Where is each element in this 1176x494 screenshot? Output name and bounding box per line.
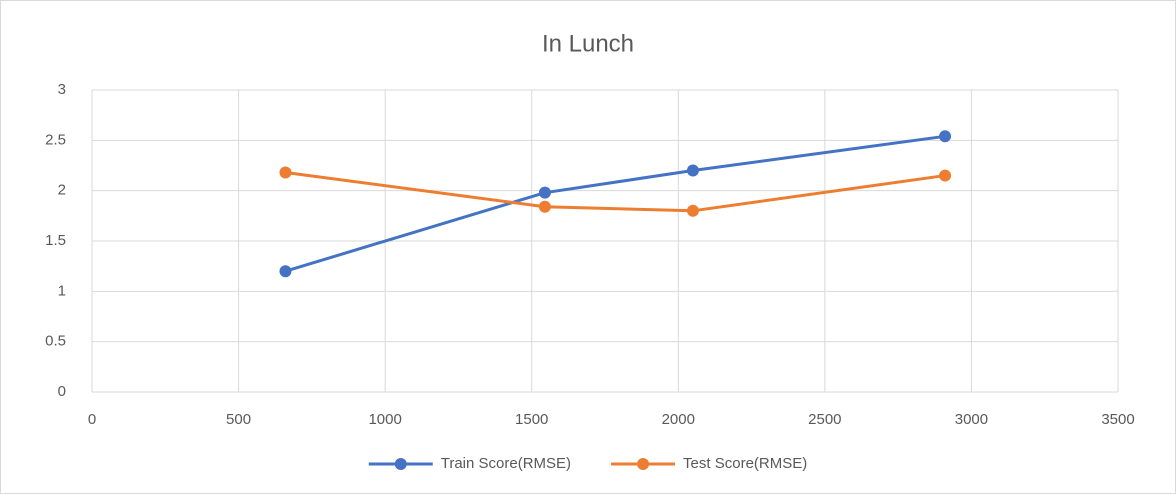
data-point [279, 265, 292, 278]
x-tick-label: 3000 [955, 411, 988, 428]
series-line [285, 134, 946, 273]
legend-label: Train Score(RMSE) [441, 455, 571, 472]
x-tick-label: 0 [88, 411, 96, 428]
legend-marker [637, 458, 650, 470]
x-tick-label: 2000 [662, 411, 695, 428]
data-point [279, 166, 292, 179]
x-tick-label: 2500 [808, 411, 841, 428]
x-tick-label: 1500 [515, 411, 548, 428]
y-tick-label: 2.5 [45, 131, 66, 148]
data-point [686, 164, 699, 177]
data-point [538, 186, 551, 199]
series-line [285, 171, 946, 213]
legend-marker [394, 458, 407, 470]
legend-label: Test Score(RMSE) [683, 455, 807, 472]
data-point [939, 169, 952, 182]
x-tick-label: 1000 [368, 411, 401, 428]
data-point [939, 130, 952, 143]
x-tick-label: 500 [226, 411, 251, 428]
data-point [538, 200, 551, 213]
y-tick-label: 0.5 [45, 333, 66, 350]
y-tick-label: 3 [58, 81, 66, 98]
y-tick-label: 0 [58, 383, 66, 400]
y-tick-label: 1.5 [45, 232, 66, 249]
data-point [686, 204, 699, 217]
x-tick-label: 3500 [1101, 411, 1134, 428]
chart-title: In Lunch [542, 30, 634, 57]
y-tick-label: 1 [58, 282, 66, 299]
y-tick-label: 2 [58, 182, 66, 199]
